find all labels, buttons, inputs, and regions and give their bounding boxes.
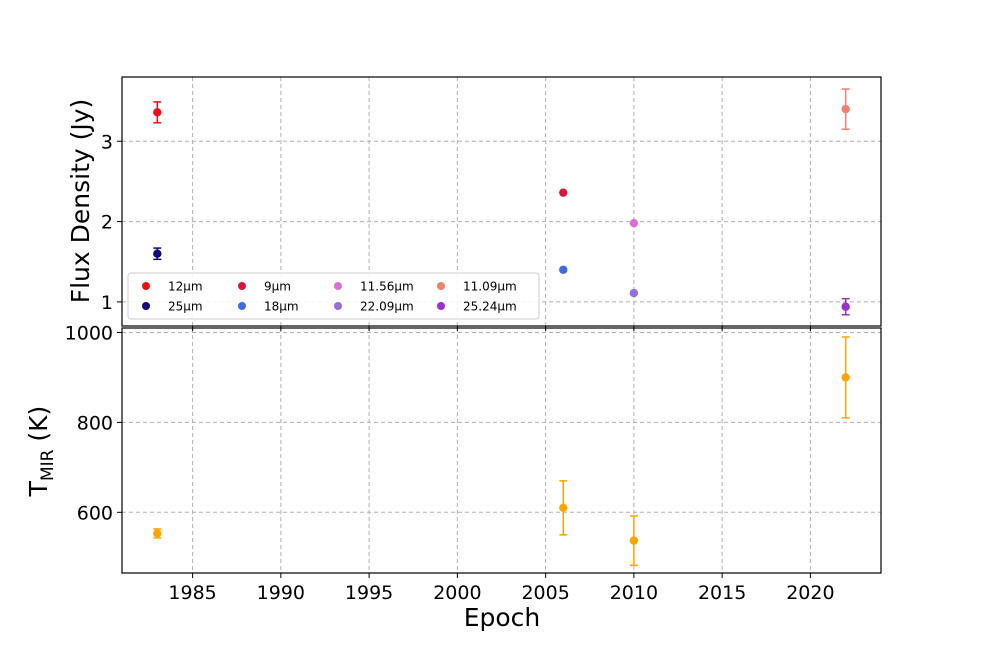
legend-marker: [238, 282, 246, 290]
bottom-panel-marks: [153, 336, 850, 567]
x-tick-label: 2020: [786, 582, 834, 604]
data-point: [153, 108, 162, 117]
bottom-panel-grid: [122, 328, 881, 573]
bot-y-tick-label: 600: [77, 502, 113, 524]
x-tick-label: 1990: [257, 582, 305, 604]
legend: 12μm 25μm 9μm 18μm 11.56μm 22.09μm 11.09μm 25.2…: [127, 272, 540, 320]
bottom-y-axis-label-subscript: MIR: [38, 449, 58, 481]
legend-marker: [437, 282, 445, 290]
legend-marker: [334, 302, 342, 310]
legend-label: 25μm: [168, 300, 203, 314]
bottom-y-axis-label-main: T: [24, 480, 53, 497]
top-panel-axes: 1 2 3: [101, 131, 811, 331]
data-point: [153, 529, 162, 538]
x-tick-label: 2005: [521, 582, 569, 604]
legend-marker: [437, 302, 445, 310]
top-y-tick-label: 2: [101, 212, 113, 234]
bottom-y-axis-label: TMIR (K): [24, 406, 58, 498]
bot-y-tick-label: 1000: [65, 322, 113, 344]
bottom-panel-axes: 1985 1990 1995 2000 2005 2010 2015 2020 600 800 10…: [65, 322, 835, 604]
top-y-tick-label: 1: [101, 292, 113, 314]
data-point: [629, 218, 639, 228]
x-tick-label: 2000: [433, 582, 481, 604]
data-point: [559, 503, 568, 513]
data-point: [559, 265, 568, 274]
bot-y-tick-label: 800: [77, 412, 113, 434]
data-point: [153, 249, 162, 258]
data-point: [559, 188, 568, 197]
legend-label: 11.09μm: [463, 280, 517, 294]
legend-label: 11.56μm: [360, 280, 414, 294]
bottom-y-axis-label-unit: (K): [24, 406, 53, 450]
legend-marker: [142, 282, 150, 290]
legend-marker: [238, 302, 246, 310]
x-tick-label: 2015: [698, 582, 746, 604]
x-tick-label: 1995: [345, 582, 393, 604]
top-y-tick-label: 3: [101, 131, 113, 153]
legend-marker: [142, 302, 150, 310]
data-point: [841, 104, 850, 114]
legend-label: 9μm: [264, 280, 291, 294]
data-point: [841, 302, 850, 311]
legend-box: [127, 272, 540, 320]
data-point: [841, 373, 850, 382]
bottom-panel-frame: [121, 327, 882, 574]
legend-label: 22.09μm: [360, 300, 414, 314]
top-y-axis-label: Flux Density (Jy): [66, 99, 95, 304]
x-tick-label: 2010: [610, 582, 658, 604]
data-point: [629, 288, 639, 298]
legend-label: 25.24μm: [463, 300, 517, 314]
top-panel-marks: [153, 88, 850, 316]
x-tick-label: 1985: [168, 582, 216, 604]
legend-label: 18μm: [264, 300, 299, 314]
legend-marker: [334, 282, 342, 290]
top-panel-frame: [121, 76, 882, 327]
data-point: [629, 536, 639, 545]
legend-label: 12μm: [168, 280, 203, 294]
x-axis-label: Epoch: [464, 603, 541, 632]
